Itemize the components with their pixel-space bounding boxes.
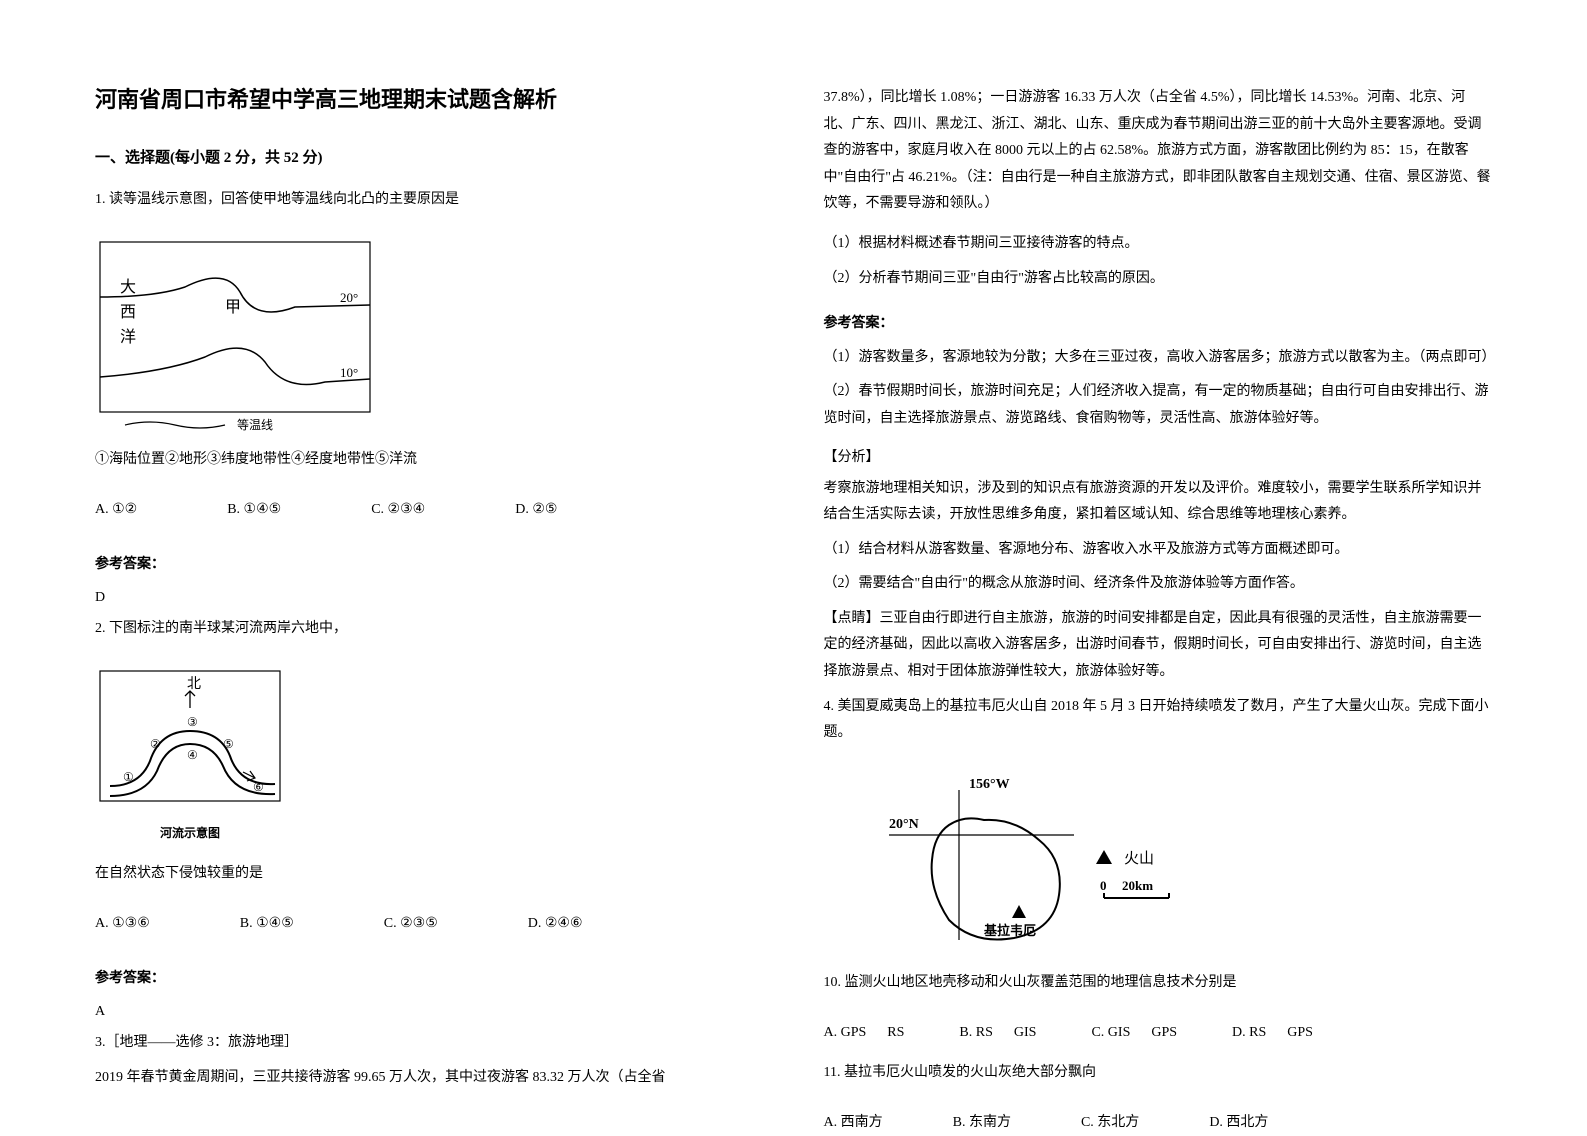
- q3-tip: 【点睛】三亚自由行即进行自主旅游，旅游的时间安排都是自定，因此具有很强的灵活性，…: [824, 606, 1493, 686]
- svg-text:甲: 甲: [225, 299, 241, 316]
- svg-text:②: ②: [150, 737, 161, 751]
- q11-options: A. 西南方 B. 东南方 C. 东北方 D. 西北方: [824, 1110, 1493, 1135]
- q1-options: A. ①② B. ①④⑤ C. ②③④ D. ②⑤: [95, 497, 764, 522]
- q2-opt-d: D. ②④⑥: [528, 911, 583, 936]
- q3-analysis3: （2）需要结合"自由行"的概念从旅游时间、经济条件及旅游体验等方面作答。: [824, 571, 1493, 598]
- q3-sub1: （1）根据材料概述春节期间三亚接待游客的特点。: [824, 231, 1493, 256]
- q1-opt-b: B. ①④⑤: [227, 497, 281, 522]
- q3-answer-heading: 参考答案：: [824, 311, 1493, 336]
- q2-opt-c: C. ②③⑤: [384, 911, 438, 936]
- q11-opt-b: B. 东南方: [953, 1110, 1011, 1135]
- right-column: 37.8%），同比增长 1.08%；一日游游客 16.33 万人次（占全省 4.…: [824, 80, 1493, 1082]
- q10-opt-a: A. GPS RS: [824, 1020, 905, 1045]
- q4-text: 4. 美国夏威夷岛上的基拉韦厄火山自 2018 年 5 月 3 日开始持续喷发了…: [824, 694, 1493, 747]
- q3-analysis-heading: 【分析】: [824, 445, 1493, 470]
- q10-text: 10. 监测火山地区地壳移动和火山灰覆盖范围的地理信息技术分别是: [824, 970, 1493, 995]
- q1-figure: 大 西 洋 甲 20° 10° 等温线: [95, 237, 764, 432]
- q11-text: 11. 基拉韦厄火山喷发的火山灰绝大部分飘向: [824, 1060, 1493, 1085]
- svg-text:等温线: 等温线: [237, 418, 273, 432]
- page-title: 河南省周口市希望中学高三地理期末试题含解析: [95, 80, 764, 120]
- q3-sub2: （2）分析春节期间三亚"自由行"游客占比较高的原因。: [824, 266, 1493, 291]
- svg-text:大: 大: [120, 278, 136, 296]
- q2-options: A. ①③⑥ B. ①④⑤ C. ②③⑤ D. ②④⑥: [95, 911, 764, 936]
- q1-answer-heading: 参考答案：: [95, 552, 764, 577]
- svg-text:洋: 洋: [120, 328, 136, 346]
- svg-text:西: 西: [120, 304, 136, 321]
- q3-tip-heading: 【点睛】: [824, 611, 880, 626]
- svg-text:④: ④: [187, 748, 198, 762]
- q1-answer: D: [95, 585, 764, 610]
- q1-text: 1. 读等温线示意图，回答使甲地等温线向北凸的主要原因是: [95, 187, 764, 212]
- q3-analysis2: （1）结合材料从游客数量、客源地分布、游客收入水平及旅游方式等方面概述即可。: [824, 537, 1493, 564]
- svg-text:基拉韦厄: 基拉韦厄: [983, 923, 1036, 938]
- q3-tip-body: 三亚自由行即进行自主旅游，旅游的时间安排都是自定，因此具有很强的灵活性，自主旅游…: [824, 611, 1482, 679]
- q1-opt-a: A. ①②: [95, 497, 137, 522]
- svg-text:火山: 火山: [1124, 850, 1154, 867]
- river-diagram: 北 ① ② ③ ④ ⑤ ⑥: [95, 666, 285, 821]
- q1-opt-c: C. ②③④: [371, 497, 425, 522]
- svg-text:20km: 20km: [1122, 878, 1153, 893]
- svg-text:①: ①: [123, 770, 134, 784]
- q1-sub: ①海陆位置②地形③纬度地带性④经度地带性⑤洋流: [95, 447, 764, 472]
- svg-text:③: ③: [187, 715, 198, 729]
- q2-opt-a: A. ①③⑥: [95, 911, 150, 936]
- q3-a1: （1）游客数量多，客源地较为分散；大多在三亚过夜，高收入游客居多；旅游方式以散客…: [824, 345, 1493, 372]
- q3-analysis1: 考察旅游地理相关知识，涉及到的知识点有旅游资源的开发以及评价。难度较小，需要学生…: [824, 476, 1493, 529]
- svg-text:北: 北: [187, 676, 201, 692]
- q10-options: A. GPS RS B. RS GIS C. GIS GPS D. RS GPS: [824, 1020, 1493, 1045]
- svg-text:20°N: 20°N: [889, 817, 919, 832]
- q2-opt-b: B. ①④⑤: [240, 911, 294, 936]
- svg-text:156°W: 156°W: [969, 777, 1010, 792]
- q10-opt-c: C. GIS GPS: [1091, 1020, 1177, 1045]
- svg-text:20°: 20°: [340, 290, 358, 305]
- q2-sub: 在自然状态下侵蚀较重的是: [95, 861, 764, 886]
- svg-text:10°: 10°: [340, 365, 358, 380]
- q4-figure: 156°W 20°N 基拉韦厄 火山 0 20km: [874, 770, 1493, 955]
- svg-text:⑤: ⑤: [223, 737, 234, 751]
- hawaii-map: 156°W 20°N 基拉韦厄 火山 0 20km: [874, 770, 1204, 955]
- svg-text:⑥: ⑥: [253, 780, 264, 794]
- q2-answer: A: [95, 999, 764, 1024]
- q2-answer-heading: 参考答案：: [95, 966, 764, 991]
- q2-figure: 北 ① ② ③ ④ ⑤ ⑥ 河流示意图: [95, 666, 764, 846]
- q1-opt-d: D. ②⑤: [515, 497, 557, 522]
- q2-caption: 河流示意图: [160, 826, 220, 840]
- q10-opt-d: D. RS GPS: [1232, 1020, 1313, 1045]
- isotherm-diagram: 大 西 洋 甲 20° 10° 等温线: [95, 237, 375, 432]
- q3-text: 3.［地理——选修 3：旅游地理］: [95, 1030, 764, 1055]
- q3-p1: 2019 年春节黄金周期间，三亚共接待游客 99.65 万人次，其中过夜游客 8…: [95, 1065, 764, 1092]
- left-column: 河南省周口市希望中学高三地理期末试题含解析 一、选择题(每小题 2 分，共 52…: [95, 80, 764, 1082]
- q11-opt-d: D. 西北方: [1209, 1110, 1268, 1135]
- q10-opt-b: B. RS GIS: [959, 1020, 1036, 1045]
- q11-opt-a: A. 西南方: [824, 1110, 883, 1135]
- q2-text: 2. 下图标注的南半球某河流两岸六地中，: [95, 616, 764, 641]
- section-heading: 一、选择题(每小题 2 分，共 52 分): [95, 145, 764, 172]
- q3-a2: （2）春节假期时间长，旅游时间充足；人们经济收入提高，有一定的物质基础；自由行可…: [824, 379, 1493, 432]
- q11-opt-c: C. 东北方: [1081, 1110, 1139, 1135]
- q3-p2: 37.8%），同比增长 1.08%；一日游游客 16.33 万人次（占全省 4.…: [824, 85, 1493, 218]
- svg-text:0: 0: [1100, 878, 1107, 893]
